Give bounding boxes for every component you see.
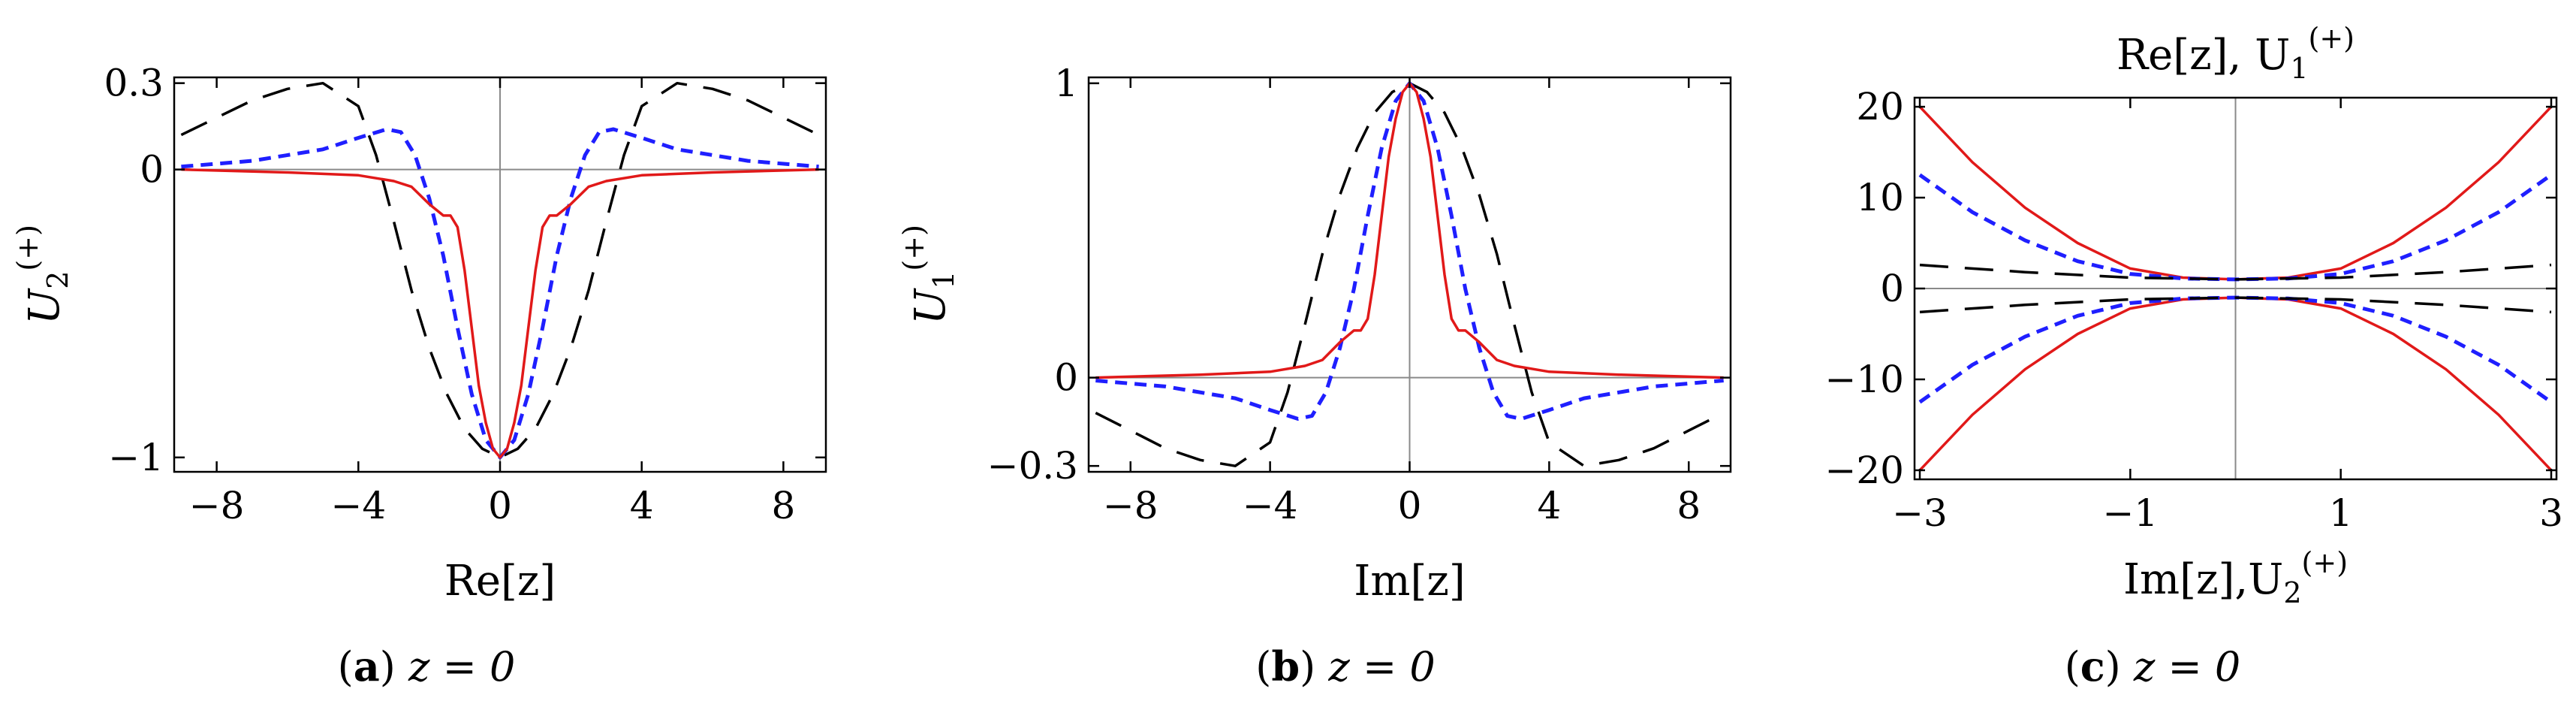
x-tick-label: 4 bbox=[630, 484, 654, 527]
y-axis-label: U1(+) bbox=[897, 225, 960, 325]
y-tick-label: 0 bbox=[1054, 356, 1078, 400]
series-line-4 bbox=[1919, 263, 2552, 281]
chart-title: Re[z], U1(+) bbox=[2117, 22, 2355, 85]
y-tick-label: 10 bbox=[1856, 176, 1904, 219]
x-axis-label: Im[z] bbox=[1354, 557, 1465, 606]
y-tick-label: 0.3 bbox=[104, 62, 164, 105]
y-tick-label: 20 bbox=[1856, 85, 1904, 128]
x-tick-label: −4 bbox=[330, 484, 386, 527]
x-tick-label: 8 bbox=[1677, 484, 1701, 527]
y-tick-label: −10 bbox=[1824, 358, 1904, 401]
y-tick-label: −0.3 bbox=[987, 444, 1078, 488]
series-line-0 bbox=[180, 81, 820, 459]
y-tick-label: −1 bbox=[108, 436, 164, 479]
y-tick-label: −20 bbox=[1824, 449, 1904, 492]
x-tick-label: 0 bbox=[1398, 484, 1422, 527]
x-axis-label: Re[z] bbox=[444, 557, 556, 606]
panel-b: −8 −4 0 4 8 1 0 −0.3 Im[z] U1(+) (b) z = 0 bbox=[897, 62, 1732, 690]
series-group bbox=[180, 81, 820, 460]
x-tick-label: 1 bbox=[2329, 491, 2353, 535]
series-line-5 bbox=[1919, 296, 2552, 314]
x-tick-label: 4 bbox=[1537, 484, 1561, 527]
panel-c: −3 −1 1 3 20 10 0 −10 −20 Im[z],U2(+) Re[z], U1(+)… bbox=[1824, 22, 2562, 690]
panel-caption: (c) z = 0 bbox=[2065, 642, 2241, 690]
x-tick-label: −8 bbox=[1103, 484, 1158, 527]
series-line-0 bbox=[1095, 82, 1725, 467]
y-tick-label: 1 bbox=[1054, 62, 1078, 105]
x-tick-label: 8 bbox=[771, 484, 795, 527]
y-tick-label: 0 bbox=[140, 148, 164, 192]
y-axis-label: U2(+) bbox=[11, 225, 74, 325]
x-tick-label: −3 bbox=[1892, 491, 1948, 535]
y-tick-label: 0 bbox=[1880, 267, 1904, 310]
x-tick-label: 3 bbox=[2539, 491, 2563, 535]
x-axis-label: Im[z],U2(+) bbox=[2123, 546, 2348, 609]
x-tick-label: −4 bbox=[1243, 484, 1298, 527]
x-tick-label: 0 bbox=[488, 484, 512, 527]
series-group bbox=[1918, 105, 2553, 472]
panel-caption: (a) z = 0 bbox=[338, 642, 516, 690]
panel-a: −8 −4 0 4 8 0.3 0 −1 Re[z] U2(+) (a) z = 0 bbox=[11, 62, 827, 690]
panel-caption: (b) z = 0 bbox=[1255, 642, 1435, 690]
series-line-2 bbox=[181, 168, 819, 459]
x-tick-label: −8 bbox=[189, 484, 245, 527]
x-tick-label: −1 bbox=[2102, 491, 2158, 535]
